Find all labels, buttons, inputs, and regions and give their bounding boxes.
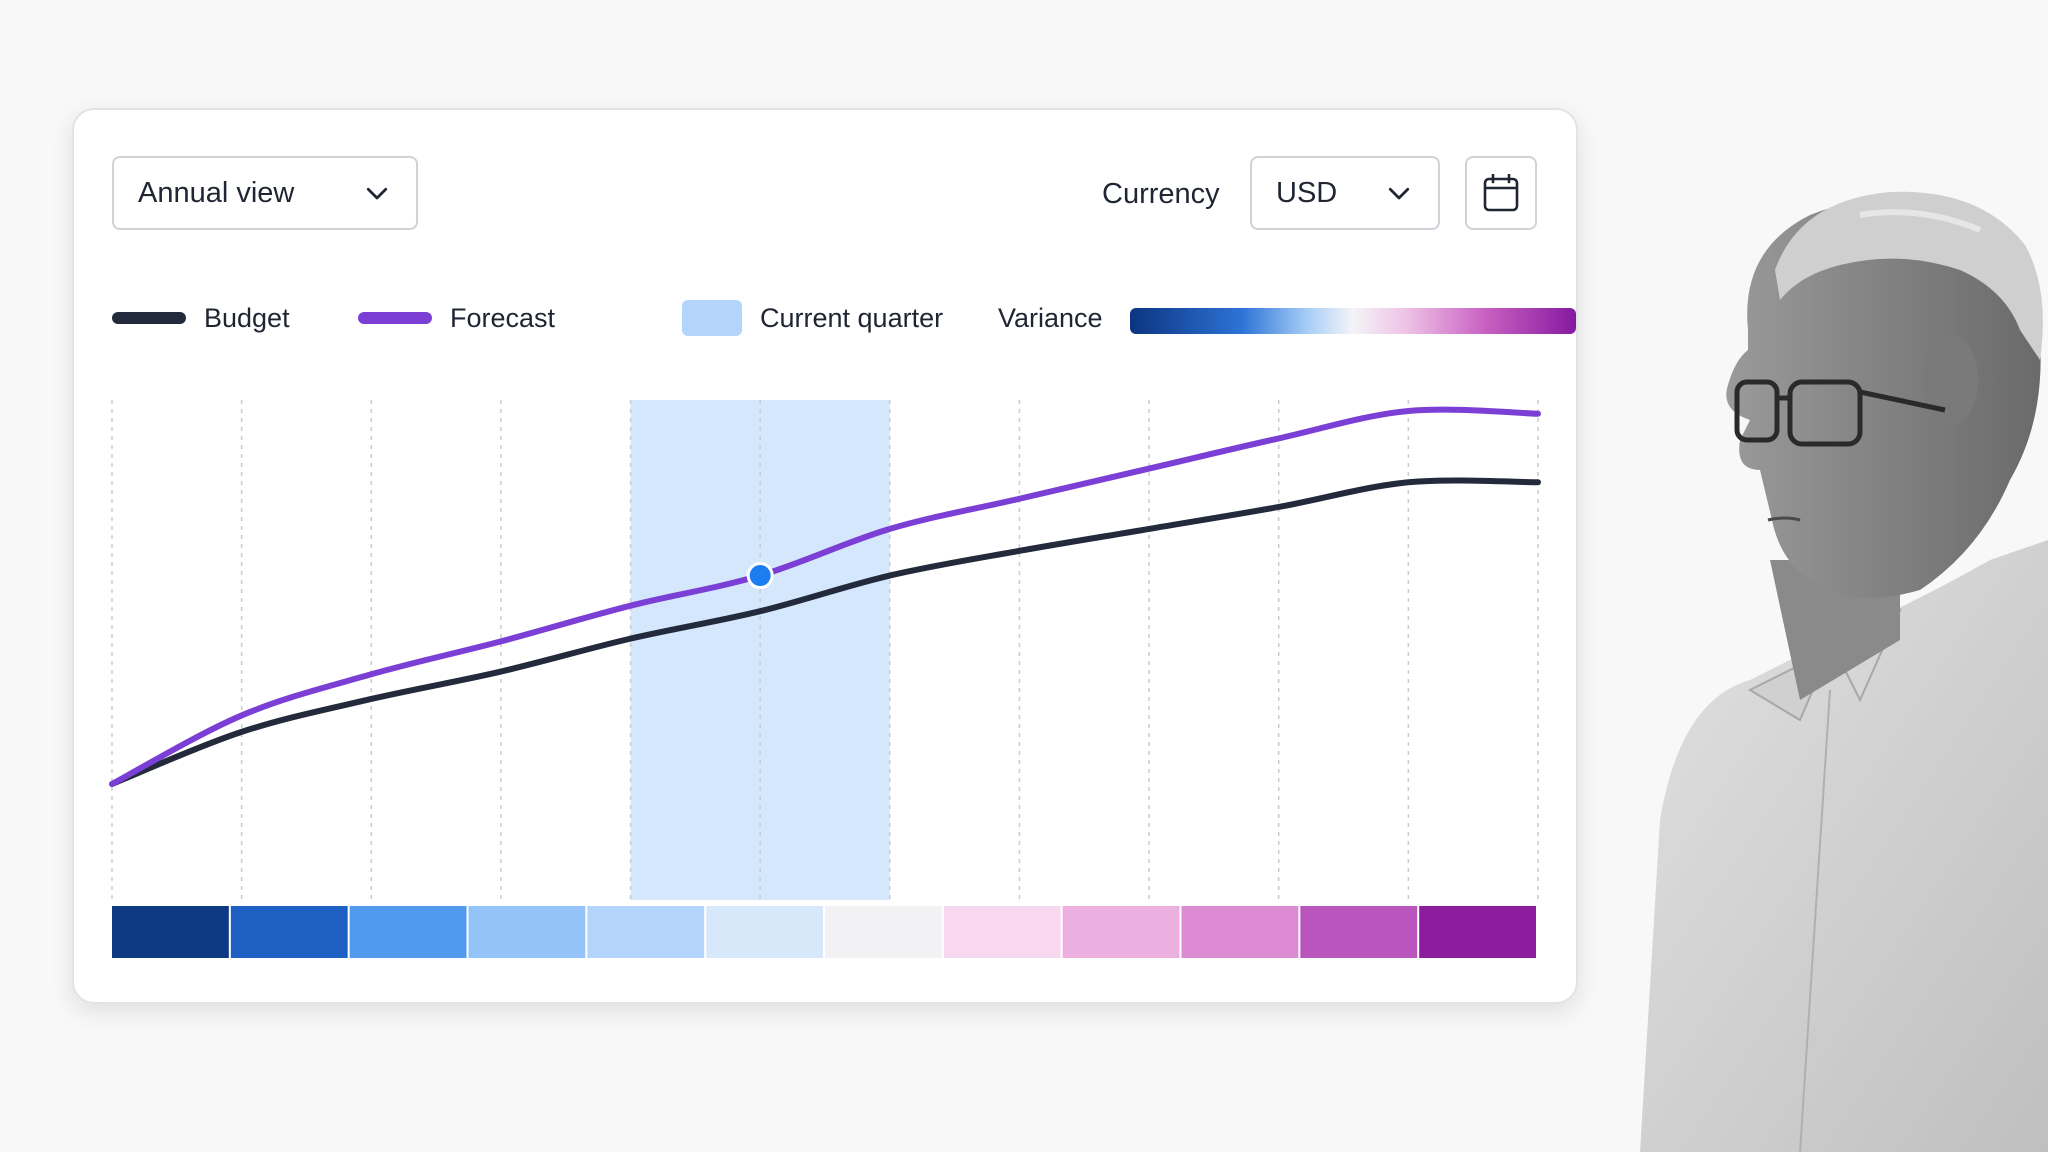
- variance-gradient-bar: [1130, 308, 1576, 334]
- legend-item-forecast: Forecast: [358, 298, 555, 338]
- variance-cell-4: [468, 906, 586, 958]
- currency-select[interactable]: USD: [1250, 156, 1440, 230]
- variance-cell-10: [1181, 906, 1299, 958]
- person-photo: [1640, 191, 2048, 1152]
- view-select[interactable]: Annual view: [112, 156, 418, 230]
- chart-legend: Budget Forecast Current quarter Variance: [112, 298, 1576, 338]
- variance-cell-8: [943, 906, 1061, 958]
- budget-swatch: [112, 312, 186, 324]
- series-line-budget: [109, 477, 1541, 787]
- currency-select-value: USD: [1276, 176, 1338, 209]
- legend-label-budget: Budget: [204, 302, 290, 333]
- variance-cell-7: [825, 906, 942, 958]
- dashboard-card: Annual view Currency USD Budget Forecast…: [72, 108, 1578, 1004]
- line-chart: [109, 400, 1541, 958]
- variance-cell-3: [349, 906, 467, 958]
- currency-label: Currency: [1102, 178, 1220, 210]
- calendar-button[interactable]: [1465, 156, 1537, 230]
- current-quarter-swatch: [682, 300, 742, 336]
- variance-cell-1: [112, 906, 229, 958]
- chevron-down-icon: [1388, 187, 1410, 200]
- legend-label-forecast: Forecast: [450, 302, 556, 333]
- series-line-forecast: [109, 406, 1541, 787]
- legend-item-current-quarter: Current quarter: [682, 298, 943, 338]
- calendar-icon: [1483, 174, 1519, 212]
- variance-cell-12: [1419, 906, 1536, 958]
- legend-item-variance: Variance: [998, 298, 1103, 338]
- forecast-highlight-point: [746, 562, 774, 590]
- legend-label-variance: Variance: [998, 302, 1103, 333]
- chevron-down-icon: [366, 187, 388, 200]
- view-select-value: Annual view: [138, 176, 295, 209]
- variance-cell-2: [230, 906, 348, 958]
- legend-item-budget: Budget: [112, 298, 290, 338]
- variance-cell-11: [1300, 906, 1418, 958]
- legend-label-current-quarter: Current quarter: [760, 302, 944, 333]
- variance-cell-5: [587, 906, 705, 958]
- variance-cell-6: [706, 906, 823, 958]
- variance-cell-9: [1062, 906, 1180, 958]
- forecast-swatch: [358, 312, 432, 324]
